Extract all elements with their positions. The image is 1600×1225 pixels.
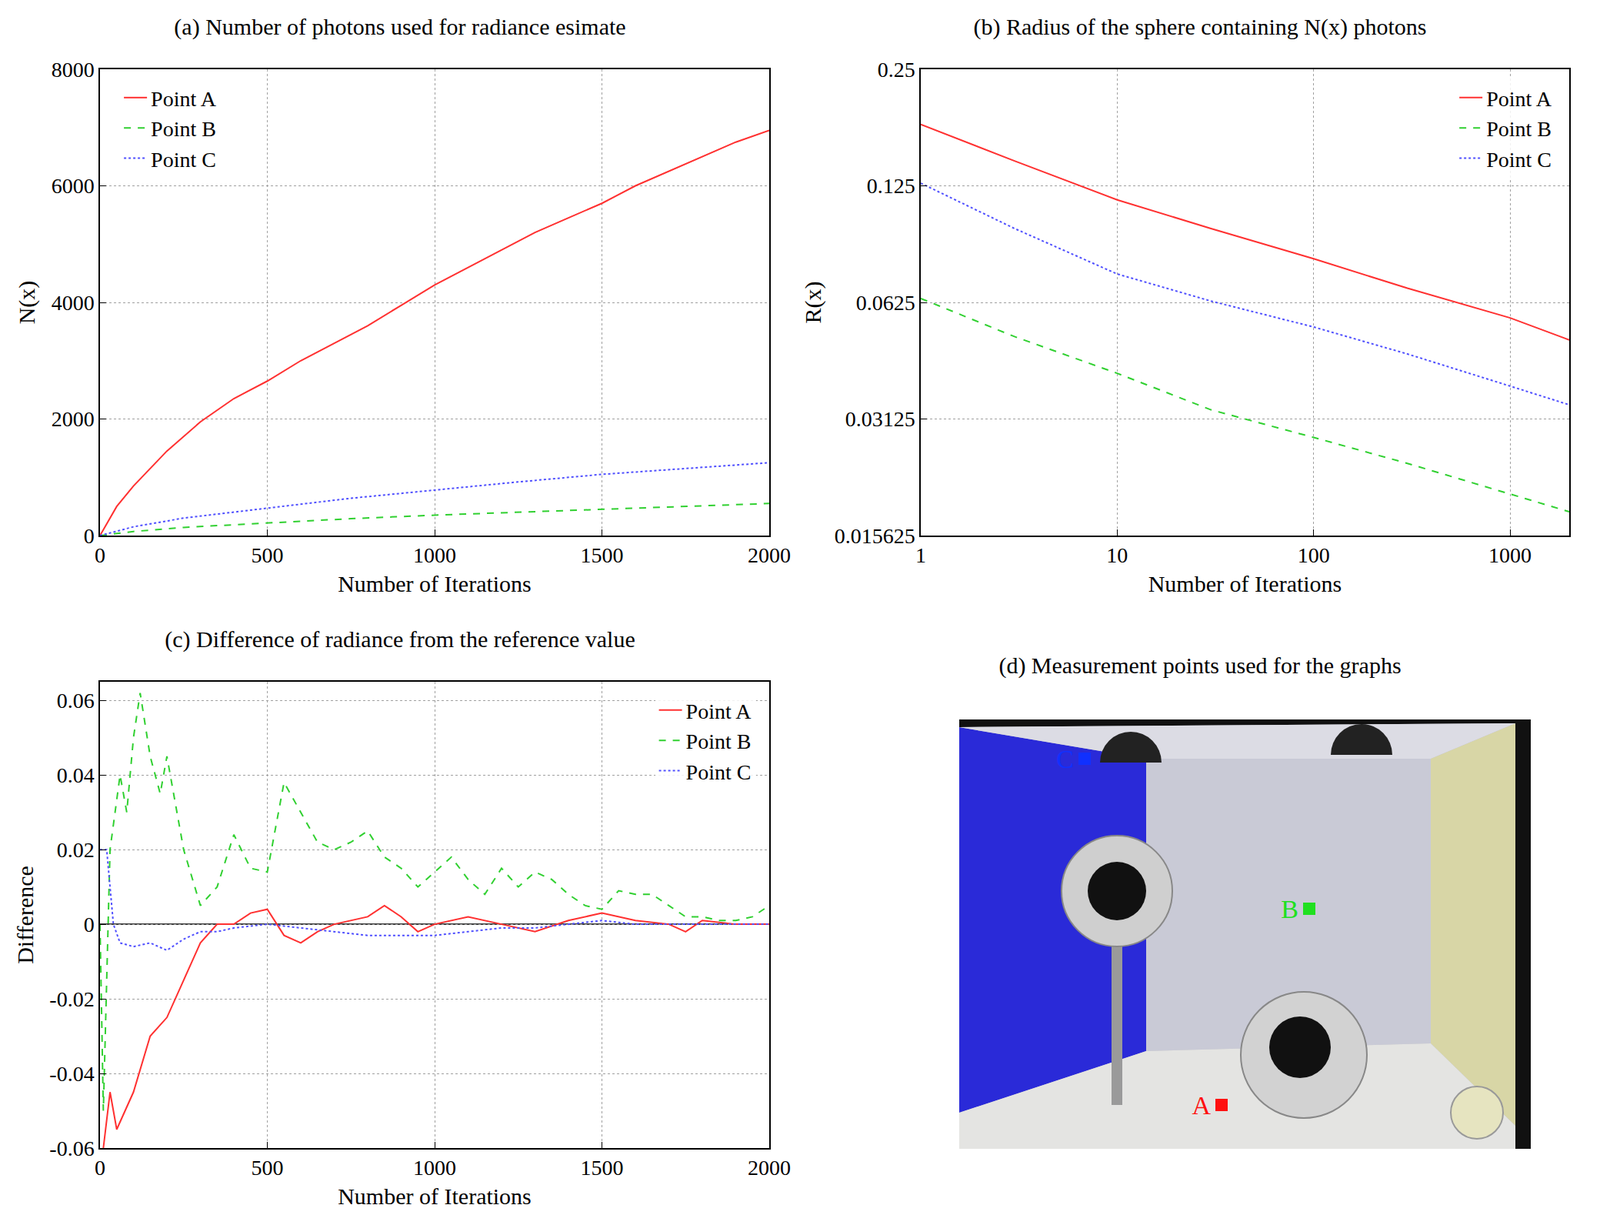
html-text:(d) Measurement points used fo: (d) Measurement points used for the grap… bbox=[998, 652, 1402, 678]
svg-text:-0.06: -0.06 bbox=[49, 1136, 94, 1160]
svg-text:Point B: Point B bbox=[1486, 116, 1552, 141]
svg-text:Point A: Point A bbox=[686, 699, 753, 724]
svg-text:Point A: Point A bbox=[1486, 86, 1553, 111]
svg-text:Point B: Point B bbox=[686, 729, 752, 754]
svg-text:1500: 1500 bbox=[580, 543, 624, 567]
svg-text:Number of Iterations: Number of Iterations bbox=[1148, 570, 1343, 597]
svg-text:1000: 1000 bbox=[413, 543, 457, 567]
svg-text:B: B bbox=[1280, 894, 1299, 924]
svg-text:(c) Difference of radiance fro: (c) Difference of radiance from the refe… bbox=[164, 626, 636, 653]
svg-text:4000: 4000 bbox=[51, 290, 95, 315]
svg-text:Number of Iterations: Number of Iterations bbox=[337, 1183, 532, 1209]
svg-text:-0.04: -0.04 bbox=[49, 1061, 94, 1086]
svg-text:1000: 1000 bbox=[413, 1155, 457, 1180]
svg-text:Point C: Point C bbox=[150, 147, 217, 172]
svg-text:0.03125: 0.03125 bbox=[845, 406, 916, 431]
svg-text:0.04: 0.04 bbox=[56, 763, 95, 787]
svg-text:1000: 1000 bbox=[1488, 543, 1532, 567]
svg-text:Point A: Point A bbox=[150, 86, 217, 111]
svg-text:10: 10 bbox=[1106, 543, 1128, 567]
svg-text:0.25: 0.25 bbox=[877, 57, 916, 82]
svg-text:0.015625: 0.015625 bbox=[834, 523, 916, 548]
svg-text:0.06: 0.06 bbox=[56, 688, 95, 713]
svg-text:500: 500 bbox=[251, 543, 284, 567]
svg-text:Difference: Difference bbox=[12, 865, 38, 964]
svg-text:(b) Radius of the sphere conta: (b) Radius of the sphere containing N(x)… bbox=[973, 13, 1427, 40]
svg-text:0: 0 bbox=[83, 912, 95, 937]
svg-text:0: 0 bbox=[94, 1155, 106, 1180]
svg-text:1: 1 bbox=[915, 543, 927, 567]
svg-text:100: 100 bbox=[1297, 543, 1330, 567]
svg-text:0.0625: 0.0625 bbox=[856, 290, 916, 315]
svg-text:C: C bbox=[1056, 744, 1074, 774]
svg-text:2000: 2000 bbox=[747, 543, 791, 567]
svg-text:2000: 2000 bbox=[51, 406, 95, 431]
svg-text:Point B: Point B bbox=[150, 116, 217, 141]
svg-text:2000: 2000 bbox=[747, 1155, 791, 1180]
svg-text:-0.02: -0.02 bbox=[49, 986, 94, 1011]
svg-text:Number of Iterations: Number of Iterations bbox=[337, 570, 532, 597]
svg-text:1500: 1500 bbox=[580, 1155, 624, 1180]
svg-text:0.02: 0.02 bbox=[56, 837, 95, 862]
svg-text:R(x): R(x) bbox=[800, 281, 827, 324]
svg-text:500: 500 bbox=[251, 1155, 284, 1180]
svg-text:Point C: Point C bbox=[1486, 147, 1552, 172]
svg-text:8000: 8000 bbox=[51, 57, 95, 82]
svg-text:Point C: Point C bbox=[686, 760, 752, 784]
svg-text:0.125: 0.125 bbox=[866, 173, 916, 198]
svg-text:(a) Number of photons used for: (a) Number of photons used for radiance … bbox=[173, 13, 626, 40]
svg-text:N(x): N(x) bbox=[13, 280, 40, 325]
svg-text:0: 0 bbox=[83, 523, 95, 548]
svg-text:0: 0 bbox=[94, 543, 106, 567]
svg-text:A: A bbox=[1191, 1090, 1211, 1120]
svg-text:6000: 6000 bbox=[51, 173, 95, 198]
